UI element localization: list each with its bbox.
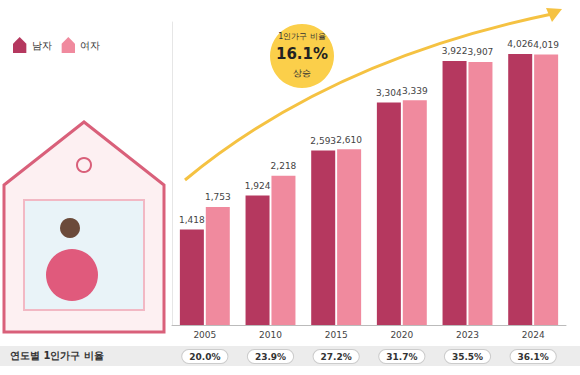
svg-text:1,753: 1,753 [205,192,231,202]
svg-text:3,907: 3,907 [468,47,494,57]
svg-text:2,610: 2,610 [336,135,362,145]
svg-text:2015: 2015 [325,330,348,340]
svg-text:1인가구 비율: 1인가구 비율 [278,32,326,41]
svg-text:35.5%: 35.5% [452,352,483,362]
svg-text:27.2%: 27.2% [321,352,352,362]
svg-text:2,593: 2,593 [310,136,336,146]
svg-text:3,304: 3,304 [376,88,402,98]
svg-text:36.1%: 36.1% [518,352,549,362]
svg-text:3,339: 3,339 [402,86,428,96]
svg-text:2,218: 2,218 [271,161,297,171]
svg-text:여자: 여자 [80,40,100,51]
svg-text:3,922: 3,922 [442,46,468,56]
svg-text:20.0%: 20.0% [189,352,220,362]
svg-text:2024: 2024 [522,330,545,340]
svg-text:남자: 남자 [32,40,52,51]
svg-text:1,924: 1,924 [245,181,271,191]
svg-text:4,026: 4,026 [507,39,533,49]
svg-text:2005: 2005 [193,330,216,340]
svg-text:31.7%: 31.7% [386,352,417,362]
svg-text:2010: 2010 [259,330,282,340]
svg-text:23.9%: 23.9% [255,352,286,362]
svg-text:16.1%: 16.1% [276,45,328,63]
svg-text:상승: 상승 [293,68,311,78]
svg-text:2020: 2020 [390,330,413,340]
svg-text:1,418: 1,418 [179,215,205,225]
svg-text:2023: 2023 [456,330,479,340]
svg-text:연도별 1인가구 비율: 연도별 1인가구 비율 [10,350,104,361]
svg-text:4,019: 4,019 [533,40,559,50]
